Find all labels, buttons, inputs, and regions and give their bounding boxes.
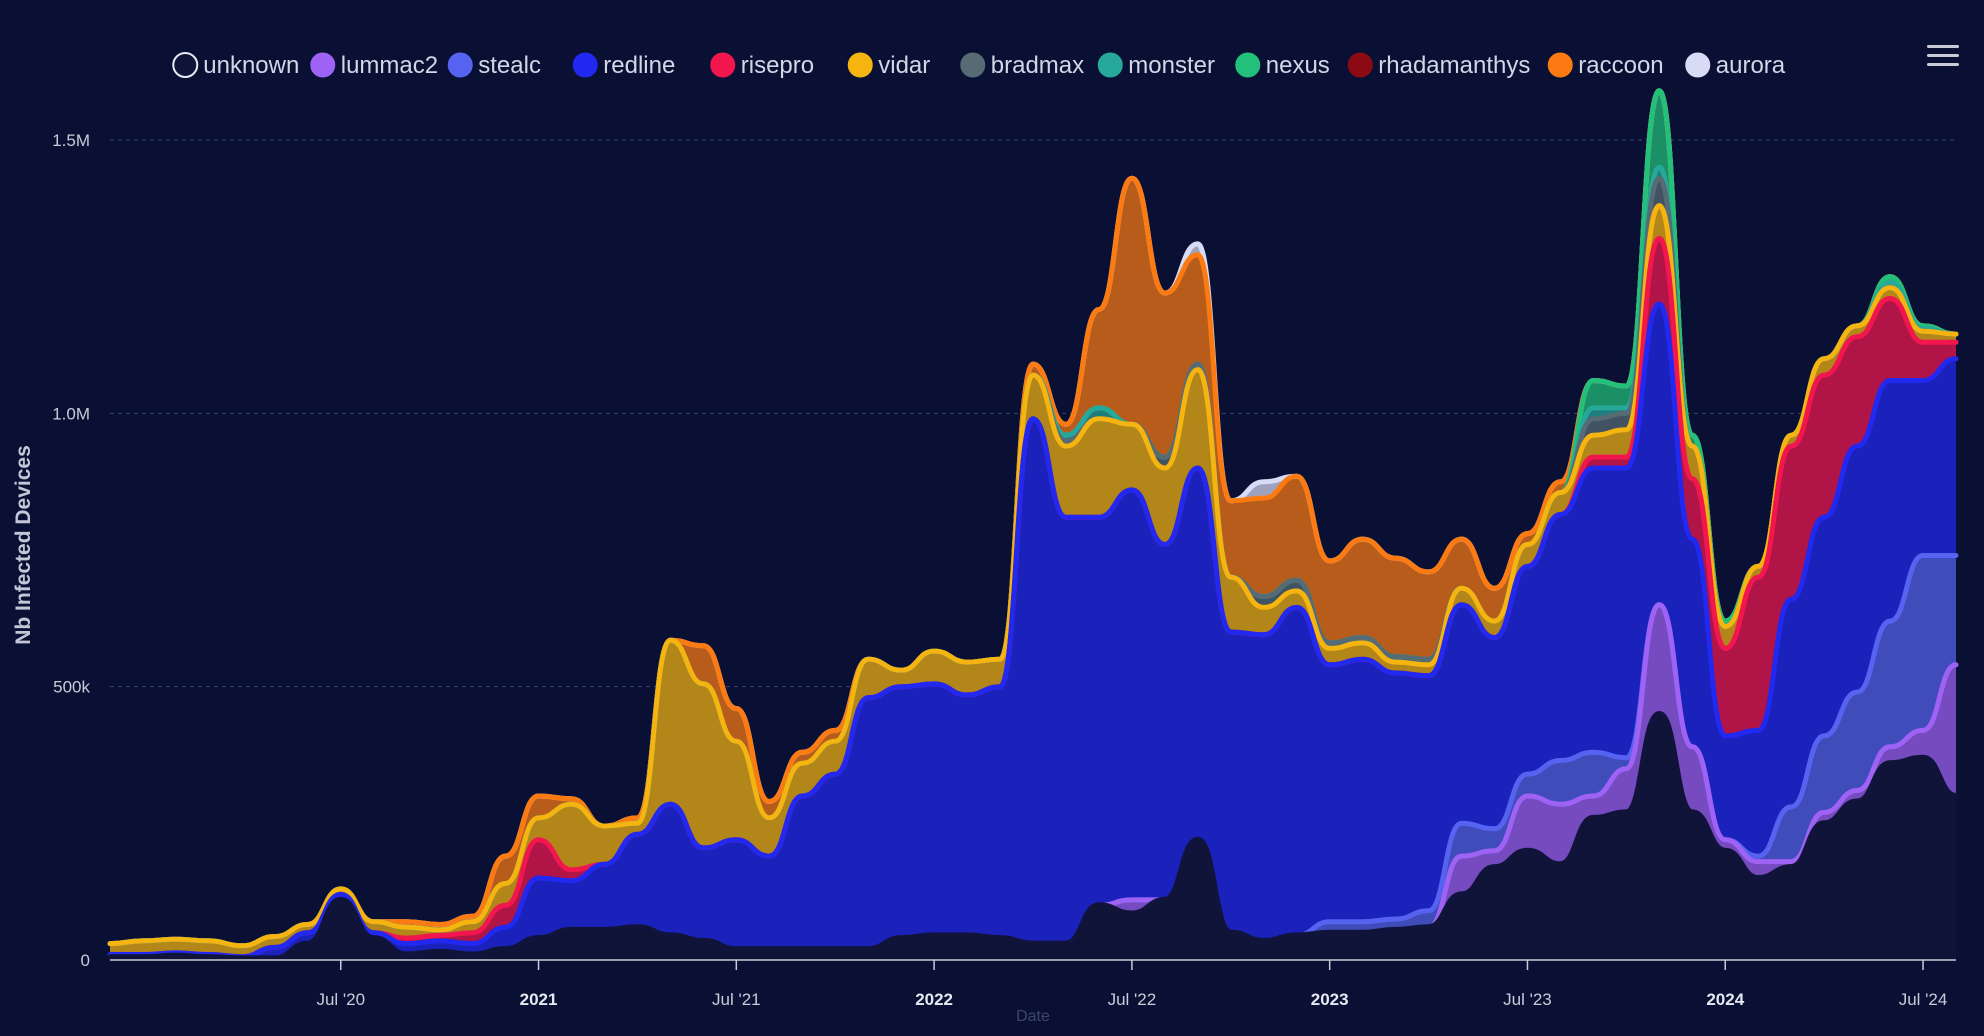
x-tick-label: Jul '24: [1899, 990, 1948, 1009]
series-redline[interactable]: [110, 304, 1956, 959]
series-unknown[interactable]: [110, 714, 1956, 960]
legend-label: lummac2: [341, 52, 438, 79]
legend-item-rhadamanthys[interactable]: rhadamanthys: [1346, 51, 1530, 79]
legend-swatch: [709, 51, 737, 79]
legend-swatch: [309, 51, 337, 79]
legend-item-vidar[interactable]: vidar: [846, 51, 930, 79]
legend: unknown lummac2 stealc redline risepro vidar b…: [172, 51, 1786, 79]
legend-label: vidar: [878, 52, 930, 79]
legend-label: nexus: [1266, 52, 1330, 79]
legend-swatch: [1234, 51, 1262, 79]
legend-label: risepro: [741, 52, 814, 79]
legend-item-lummac2[interactable]: lummac2: [309, 51, 438, 79]
legend-swatch: [1346, 51, 1374, 79]
x-tick-label: 2021: [520, 990, 558, 1009]
area-redline[interactable]: [110, 304, 1956, 959]
legend-swatch: [1684, 51, 1712, 79]
x-tick-label: Jul '21: [712, 990, 761, 1009]
hamburger-menu-icon[interactable]: [1927, 45, 1959, 66]
legend-swatch: [1546, 51, 1574, 79]
legend-label: monster: [1128, 52, 1215, 79]
y-tick-label: 0: [81, 951, 90, 970]
legend-label: unknown: [203, 52, 299, 79]
legend-label: aurora: [1716, 52, 1786, 79]
x-axis-title: Date: [1016, 1008, 1050, 1025]
legend-swatch: [172, 52, 199, 78]
legend-label: raccoon: [1578, 52, 1663, 79]
legend-label: stealc: [478, 52, 541, 79]
legend-swatch: [959, 51, 987, 79]
legend-label: rhadamanthys: [1378, 52, 1530, 79]
legend-item-unknown[interactable]: unknown: [172, 52, 299, 79]
x-tick-label: Jul '23: [1503, 990, 1552, 1009]
x-tick-label: 2022: [915, 990, 953, 1009]
y-tick-label: 500k: [53, 678, 90, 697]
x-tick-label: 2023: [1311, 990, 1349, 1009]
y-axis-title: Nb Infected Devices: [12, 445, 35, 645]
legend-swatch: [446, 51, 474, 79]
legend-swatch: [846, 51, 874, 79]
legend-item-aurora[interactable]: aurora: [1684, 51, 1786, 79]
area-stealc[interactable]: [110, 555, 1956, 959]
area-unknown[interactable]: [110, 714, 1956, 960]
legend-item-monster[interactable]: monster: [1096, 51, 1215, 79]
series-stealc[interactable]: [110, 555, 1956, 959]
x-axis: Jul '20 2021 Jul '21 2022 Jul '22 2023 Jul '23…: [110, 959, 1956, 1009]
x-tick-label: 2024: [1706, 990, 1744, 1009]
legend-item-nexus[interactable]: nexus: [1234, 51, 1330, 79]
legend-item-stealc[interactable]: stealc: [446, 51, 541, 79]
legend-label: bradmax: [991, 52, 1084, 79]
legend-label: redline: [603, 52, 675, 79]
y-tick-label: 1.5M: [52, 131, 90, 150]
line-unknown: [107, 711, 1959, 962]
x-tick-label: Jul '20: [316, 990, 365, 1009]
legend-item-bradmax[interactable]: bradmax: [959, 51, 1084, 79]
plot-area: [107, 88, 1959, 962]
line-redline: [107, 301, 1959, 960]
y-tick-label: 1.0M: [52, 404, 90, 423]
x-tick-label: Jul '22: [1108, 990, 1157, 1009]
legend-swatch: [1096, 51, 1124, 79]
legend-swatch: [571, 51, 599, 79]
y-axis: 0 500k 1.0M 1.5M: [52, 131, 90, 970]
legend-item-risepro[interactable]: risepro: [709, 51, 814, 79]
legend-item-redline[interactable]: redline: [571, 51, 675, 79]
legend-item-raccoon[interactable]: raccoon: [1546, 51, 1664, 79]
